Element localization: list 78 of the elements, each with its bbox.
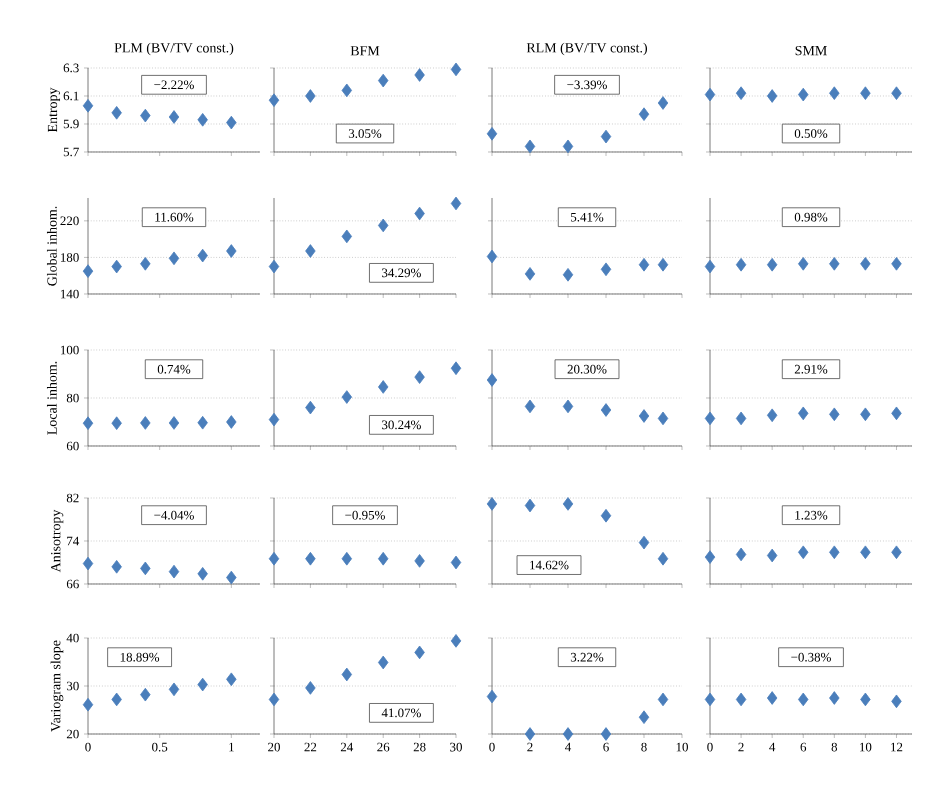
point xyxy=(414,68,425,82)
point xyxy=(486,373,498,387)
point xyxy=(226,672,237,687)
point xyxy=(378,655,389,670)
point xyxy=(226,570,237,585)
point xyxy=(562,139,574,154)
point xyxy=(341,83,352,98)
point xyxy=(486,689,498,704)
point xyxy=(197,112,208,127)
point xyxy=(168,564,180,579)
point xyxy=(82,556,94,571)
point xyxy=(414,645,425,660)
point xyxy=(111,560,122,574)
point xyxy=(140,561,151,576)
point xyxy=(111,259,122,274)
point xyxy=(524,498,536,513)
point xyxy=(226,115,237,130)
point xyxy=(450,196,462,211)
point xyxy=(486,126,498,141)
point xyxy=(197,677,208,692)
point xyxy=(341,390,352,404)
point xyxy=(600,403,612,417)
point xyxy=(657,257,669,272)
point xyxy=(197,248,208,263)
point xyxy=(378,380,389,394)
point xyxy=(638,107,650,121)
point xyxy=(414,206,425,221)
point xyxy=(226,244,237,258)
point xyxy=(562,399,574,414)
point xyxy=(268,259,280,274)
point xyxy=(524,727,536,741)
point xyxy=(600,508,612,523)
point xyxy=(450,361,462,376)
point xyxy=(524,139,536,154)
point xyxy=(638,710,650,724)
point xyxy=(657,692,669,707)
point xyxy=(82,98,94,113)
point xyxy=(657,551,669,566)
point xyxy=(638,535,650,550)
point xyxy=(111,692,122,707)
point xyxy=(378,73,389,88)
point xyxy=(524,267,536,281)
point xyxy=(562,727,574,741)
point xyxy=(82,697,94,712)
point xyxy=(168,251,180,266)
point xyxy=(600,129,612,144)
point xyxy=(524,399,536,414)
point xyxy=(82,264,94,278)
point xyxy=(140,257,151,271)
point xyxy=(378,218,389,233)
point xyxy=(600,727,612,741)
point xyxy=(450,62,462,77)
point xyxy=(486,497,498,511)
point xyxy=(268,692,280,707)
point xyxy=(341,667,352,682)
point xyxy=(341,229,352,244)
point xyxy=(657,411,669,426)
point xyxy=(305,400,316,415)
point xyxy=(562,497,574,511)
point xyxy=(305,681,316,695)
point xyxy=(414,370,425,384)
point xyxy=(140,687,151,702)
point xyxy=(197,566,208,581)
point xyxy=(268,412,280,427)
point xyxy=(140,108,151,123)
point xyxy=(305,89,316,103)
point xyxy=(562,267,574,282)
point xyxy=(638,409,650,423)
point xyxy=(268,93,280,107)
point xyxy=(600,262,612,277)
point xyxy=(305,244,316,258)
point xyxy=(486,249,498,264)
point xyxy=(450,634,462,648)
point xyxy=(657,96,669,110)
point xyxy=(168,110,180,124)
point xyxy=(168,682,180,697)
point xyxy=(111,105,122,120)
point xyxy=(638,257,650,272)
